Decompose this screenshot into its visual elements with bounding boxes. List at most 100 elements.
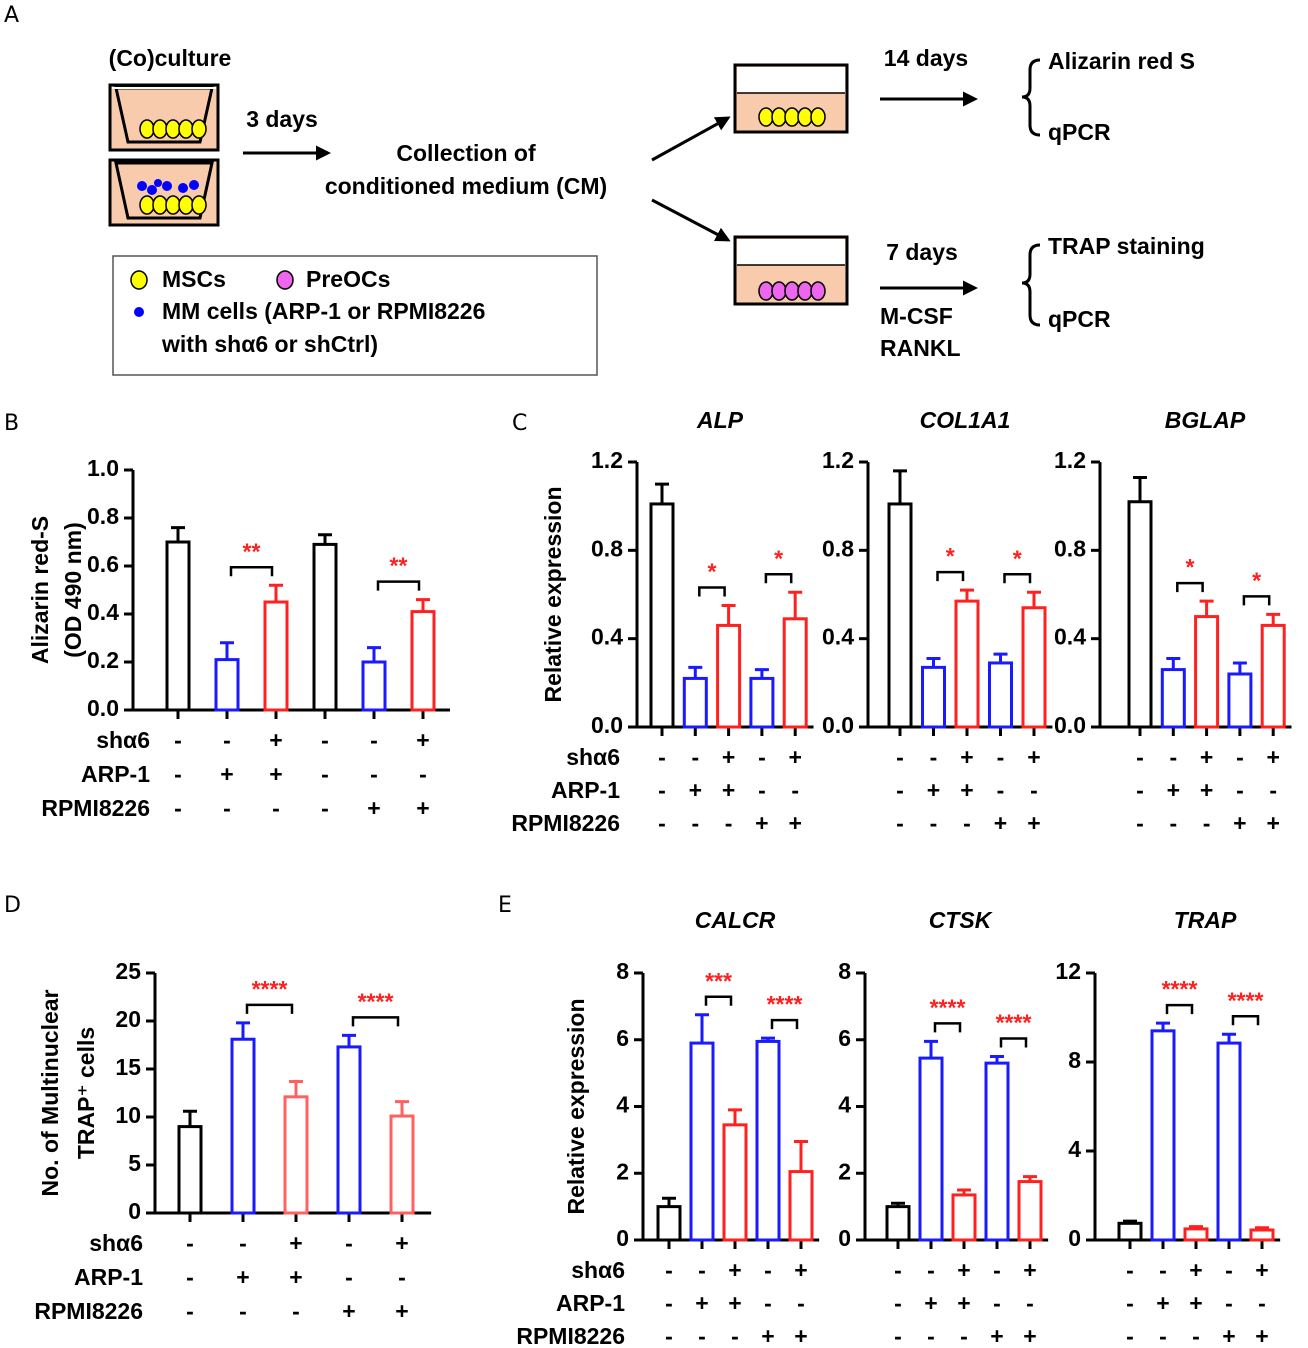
legend-label: with shα6 or shCtrl) xyxy=(161,331,378,357)
condition-sign: + xyxy=(728,1290,741,1316)
condition-sign: - xyxy=(1030,777,1038,803)
significance: **** xyxy=(996,1010,1032,1036)
error-bar xyxy=(990,1054,1004,1064)
bracket xyxy=(351,1016,400,1027)
condition-sign: + xyxy=(1167,777,1180,803)
condition-sign: + xyxy=(1156,1290,1169,1316)
condition-label: shα6 xyxy=(96,727,150,753)
error-bar xyxy=(754,668,769,679)
y-tick-label: 2 xyxy=(616,1158,629,1184)
condition-sign: + xyxy=(957,1290,970,1316)
error-bar xyxy=(1123,1219,1137,1224)
condition-sign: - xyxy=(963,810,971,836)
bar xyxy=(682,676,708,729)
condition-sign: + xyxy=(269,727,282,753)
bracket xyxy=(1242,595,1271,606)
error-bar xyxy=(1266,612,1281,626)
condition-sign: - xyxy=(370,727,378,753)
bracket xyxy=(1231,1014,1260,1026)
y-tick-label: 0.8 xyxy=(822,535,854,561)
condition-label: shα6 xyxy=(571,1257,625,1283)
condition-sign: + xyxy=(1027,744,1040,770)
y-tick-label: 0.8 xyxy=(591,535,623,561)
error-bar xyxy=(1255,1226,1269,1230)
y-tick-label: 25 xyxy=(115,958,141,984)
condition-sign: + xyxy=(236,1264,249,1290)
bar xyxy=(1260,623,1286,729)
legend-label: MM cells (ARP-1 or RPMI8226 xyxy=(162,298,485,324)
condition-sign: - xyxy=(758,744,766,770)
condition-sign: - xyxy=(997,744,1005,770)
error-bar xyxy=(1027,590,1041,608)
condition-sign: - xyxy=(930,744,938,770)
bar xyxy=(788,1170,814,1242)
y-tick-label: 0 xyxy=(1068,1225,1081,1251)
well xyxy=(108,83,220,152)
error-bar xyxy=(1232,661,1247,674)
condition-sign: - xyxy=(174,761,182,787)
condition-sign: - xyxy=(292,1298,300,1324)
condition-sign: - xyxy=(321,795,329,821)
bar xyxy=(230,1037,256,1215)
error-bar xyxy=(236,1021,250,1040)
bar xyxy=(1127,500,1153,729)
y-tick-label: 1.0 xyxy=(87,455,119,481)
condition-sign: - xyxy=(665,1323,673,1348)
y-tick-label: 8 xyxy=(616,958,629,984)
condition-sign: - xyxy=(894,1290,902,1316)
bar xyxy=(1227,672,1253,729)
condition-sign: - xyxy=(691,810,699,836)
condition-sign: - xyxy=(1126,1257,1134,1283)
condition-sign: + xyxy=(1189,1290,1202,1316)
condition-sign: + xyxy=(395,1298,408,1324)
condition-label: RPMI8226 xyxy=(511,810,620,836)
error-bar xyxy=(761,1036,775,1042)
bar xyxy=(1021,606,1047,729)
well xyxy=(108,158,220,227)
condition-sign: - xyxy=(658,810,666,836)
condition-sign: - xyxy=(345,1230,353,1256)
error-bar xyxy=(367,646,381,662)
bar xyxy=(887,502,913,729)
label: M-CSF xyxy=(880,303,953,329)
condition-sign: + xyxy=(1266,744,1279,770)
bracket xyxy=(245,1003,294,1014)
bar xyxy=(177,1125,203,1215)
bar xyxy=(1117,1221,1143,1242)
significance: **** xyxy=(358,988,394,1014)
significance: *** xyxy=(705,968,732,994)
bar xyxy=(921,665,946,729)
bar xyxy=(283,1095,309,1215)
error-bar xyxy=(794,1140,808,1172)
y-tick-label: 0.4 xyxy=(1054,624,1086,650)
label: 14 days xyxy=(884,45,968,71)
condition-sign: - xyxy=(927,1257,935,1283)
error-bar xyxy=(695,1013,709,1044)
condition-sign: - xyxy=(1269,777,1277,803)
condition-sign: - xyxy=(223,727,231,753)
bar xyxy=(1194,615,1220,729)
condition-sign: + xyxy=(794,1257,807,1283)
bar xyxy=(389,1114,415,1215)
condition-sign: + xyxy=(722,777,735,803)
error-bar xyxy=(788,590,803,619)
condition-sign: + xyxy=(794,1323,807,1348)
bar xyxy=(716,623,742,729)
label: qPCR xyxy=(1048,119,1111,145)
condition-sign: - xyxy=(1169,744,1177,770)
condition-sign: - xyxy=(725,810,733,836)
label: Collection of xyxy=(396,140,536,166)
bar xyxy=(951,1193,977,1242)
bar xyxy=(984,1061,1010,1242)
panel-label: A xyxy=(4,3,19,28)
bar xyxy=(1017,1180,1043,1242)
error-bar xyxy=(318,533,332,545)
y-tick-label: 0.8 xyxy=(1054,535,1086,561)
error-bar xyxy=(728,1108,742,1125)
chart-title: CALCR xyxy=(695,907,776,933)
condition-sign: - xyxy=(186,1264,194,1290)
condition-label: RPMI8226 xyxy=(41,795,150,821)
significance: **** xyxy=(767,991,803,1017)
condition-label: RPMI8226 xyxy=(34,1298,143,1324)
condition-sign: - xyxy=(1192,1323,1200,1348)
